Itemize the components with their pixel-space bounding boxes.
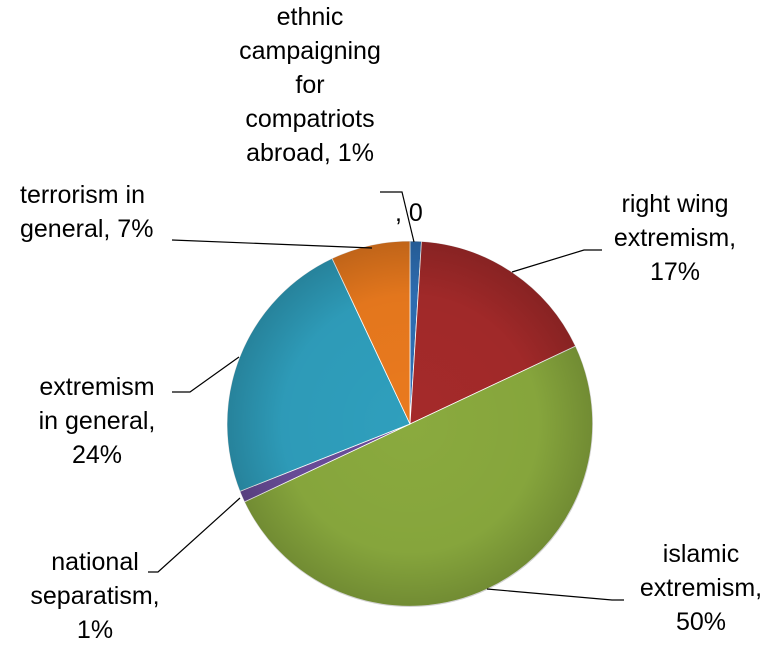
leader-line-islamic [486,588,624,601]
data-label-extremism: extremism in general, 24% [38,373,156,469]
data-label-islamic: islamic extremism, 50% [639,540,763,636]
leader-line-extremism [172,356,240,393]
data-label-terrorism: terrorism in general, 7% [20,181,154,243]
leader-line-terrorism [171,239,373,249]
leader-line-ethnic [380,191,415,243]
leader-line-national [148,497,241,573]
leader-line-right-wing [511,249,602,273]
data-label-right-wing: right wing extremism, 17% [613,190,737,286]
data-label-zero: , 0 [395,199,423,227]
data-label-national: national separatism, 1% [30,548,160,644]
data-label-ethnic: ethnic campaigning for compatriots abroa… [239,3,381,167]
